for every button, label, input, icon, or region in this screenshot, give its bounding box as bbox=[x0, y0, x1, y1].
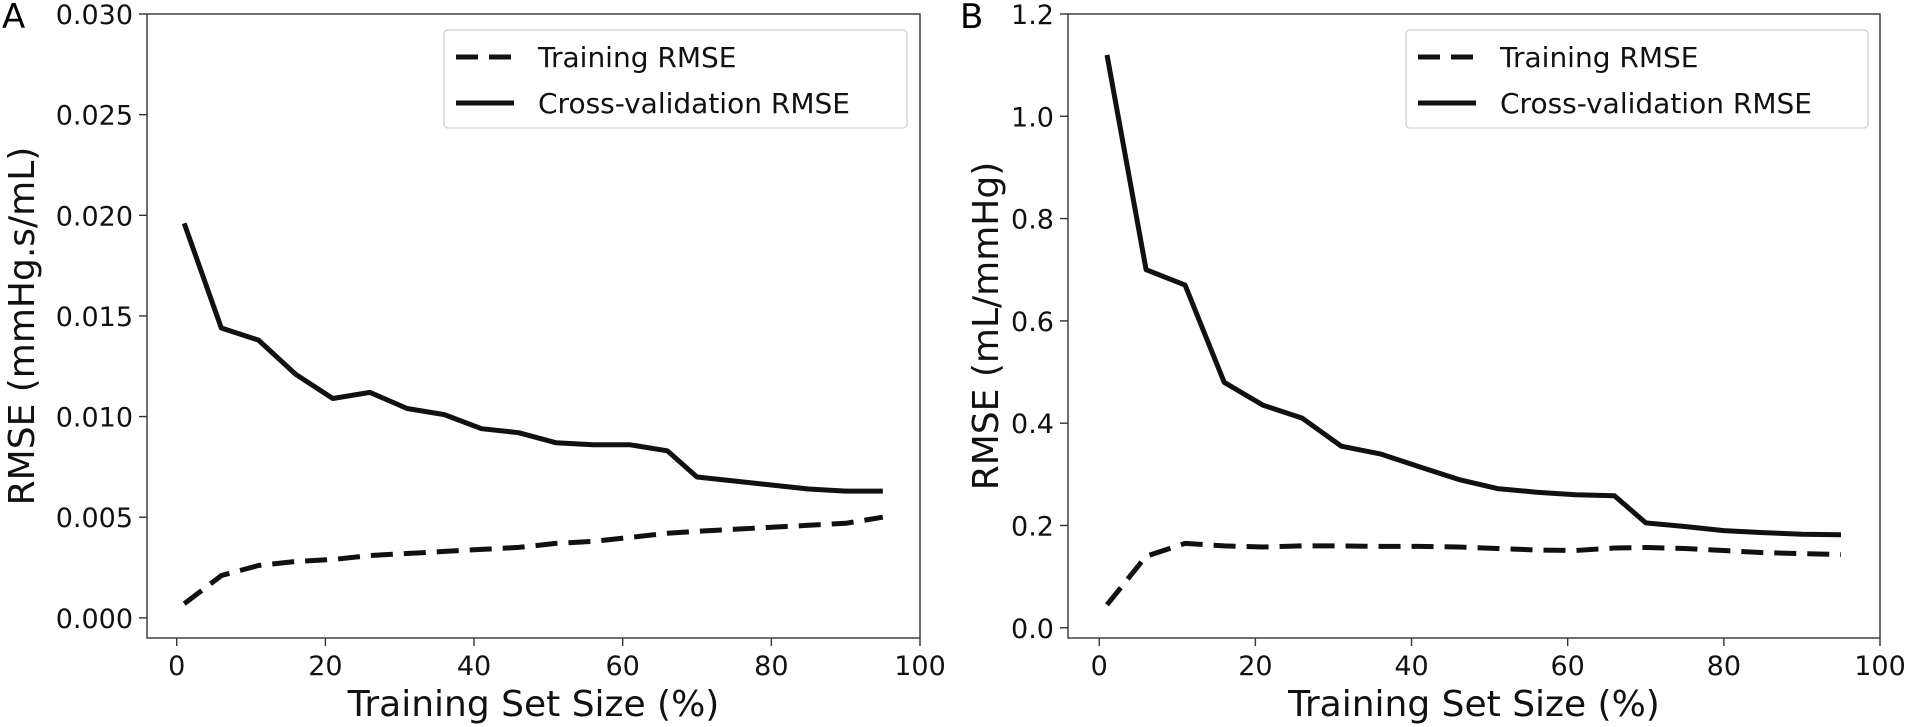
x-tick-label: 40 bbox=[1394, 651, 1428, 682]
series-training-rmse-line bbox=[1105, 540, 1842, 607]
x-tick-label: 80 bbox=[1707, 651, 1741, 682]
x-tick-label: 60 bbox=[1551, 651, 1585, 682]
y-tick-label: 1.2 bbox=[1011, 0, 1054, 31]
y-tick-label: 0.000 bbox=[56, 604, 133, 635]
y-tick-label: 0.015 bbox=[56, 302, 133, 333]
y-tick-label: 0.6 bbox=[1011, 307, 1054, 338]
plot-frame bbox=[1067, 13, 1881, 639]
legend-frame bbox=[1405, 29, 1869, 129]
series-cross-validation-rmse-line bbox=[181, 222, 883, 494]
legend-entry-label: Cross-validation RMSE bbox=[538, 87, 850, 120]
legend: Training RMSE Cross-validation RMSE bbox=[443, 29, 908, 129]
y-tick-label: 0.025 bbox=[56, 101, 133, 132]
x-tick-label: 20 bbox=[1238, 651, 1272, 682]
y-tick-label: 0.2 bbox=[1011, 511, 1054, 542]
x-axis-label: Training Set Size (%) bbox=[347, 684, 720, 725]
x-tick-label: 100 bbox=[1854, 651, 1906, 682]
panel-letter: A bbox=[2, 0, 25, 37]
legend-entry-label: Training RMSE bbox=[537, 41, 736, 74]
y-axis-label: RMSE (mL/mmHg) bbox=[966, 162, 1007, 491]
y-tick-label: 0.030 bbox=[56, 0, 133, 31]
y-tick-label: 1.0 bbox=[1011, 102, 1054, 133]
legend-frame bbox=[443, 29, 908, 129]
plot-frame bbox=[146, 13, 921, 639]
x-tick-label: 80 bbox=[754, 651, 788, 682]
y-tick-label: 0.010 bbox=[56, 403, 133, 434]
y-tick-label: 0.020 bbox=[56, 201, 133, 232]
series-training-rmse-line bbox=[182, 514, 884, 606]
panel-b: B 0 20 40 60 80 100 0.0 0.2 0.4 0.6 0.8 1.0 1.2 Traini… bbox=[960, 0, 1906, 725]
y-axis-label: RMSE (mmHg.s/mL) bbox=[2, 147, 43, 506]
x-axis-label: Training Set Size (%) bbox=[1287, 684, 1660, 725]
series-cross-validation-rmse-line bbox=[1104, 54, 1842, 538]
y-tick-label: 0.4 bbox=[1011, 409, 1054, 440]
x-tick-label: 60 bbox=[606, 651, 640, 682]
legend: Training RMSE Cross-validation RMSE bbox=[1405, 29, 1869, 129]
y-tick-label: 0.005 bbox=[56, 503, 133, 534]
panel-a: A 0 20 40 60 80 100 0.000 0.005 0.010 0.015 0.020 0.… bbox=[2, 0, 946, 725]
legend-entry-label: Cross-validation RMSE bbox=[1500, 87, 1812, 120]
x-tick-label: 40 bbox=[457, 651, 491, 682]
y-tick-label: 0.8 bbox=[1011, 205, 1054, 236]
x-tick-label: 100 bbox=[894, 651, 946, 682]
panel-letter: B bbox=[960, 0, 983, 37]
x-tick-label: 0 bbox=[168, 651, 185, 682]
x-tick-label: 20 bbox=[308, 651, 342, 682]
x-tick-label: 0 bbox=[1091, 651, 1108, 682]
legend-entry-label: Training RMSE bbox=[1499, 41, 1698, 74]
y-tick-label: 0.0 bbox=[1011, 614, 1054, 645]
